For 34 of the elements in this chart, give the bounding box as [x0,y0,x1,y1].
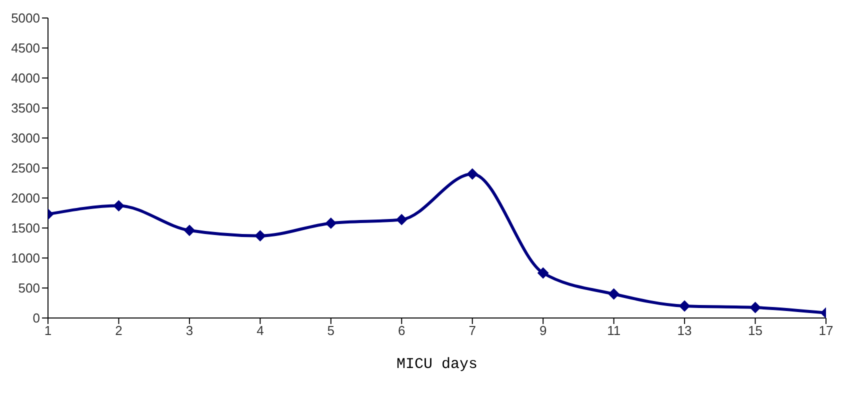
point [679,300,690,312]
x-tick-label: 17 [818,323,834,338]
point [254,230,266,242]
point [608,288,620,300]
y-tick-label: 1000 [11,250,40,266]
y-tick-label: 4000 [11,70,40,86]
x-tick-label: 9 [539,323,547,338]
point [184,224,195,236]
x-tick-label: 3 [186,323,194,338]
x-tick-label: 13 [677,323,692,338]
x-tick-label: 5 [327,323,335,338]
y-tick-label: 2500 [11,160,40,176]
point [396,214,408,226]
y-tick-label: 1500 [11,220,40,236]
y-tick-label: 3000 [11,130,40,146]
point [113,200,124,212]
y-tick-label: 3500 [11,100,40,116]
y-tick-label: 5000 [11,10,40,26]
x-tick-label: 2 [115,323,122,338]
y-tick-label: 500 [18,280,40,296]
x-tick-label: 15 [748,323,763,338]
point [466,168,478,180]
point [325,218,336,229]
x-axis-title: MICU days [396,356,478,373]
y-tick-label: 0 [32,310,40,326]
x-tick-label: 1 [44,323,52,338]
x-tick-label: 11 [607,323,621,338]
x-tick-label: 7 [468,323,476,338]
point [750,302,761,313]
x-tick-label: 4 [256,323,264,338]
point [538,268,549,278]
y-tick-label: 4500 [11,40,40,56]
x-tick-label: 6 [398,323,406,338]
y-tick-label: 2000 [11,190,40,206]
